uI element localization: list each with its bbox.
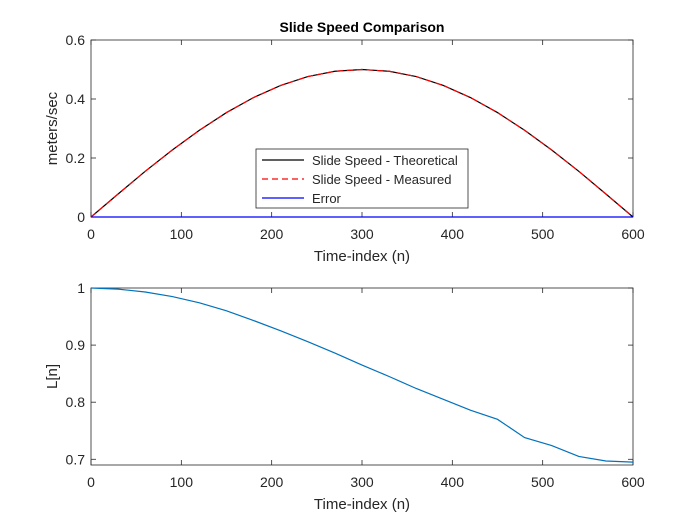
x-tick-label: 400 bbox=[441, 226, 465, 242]
x-tick-label: 500 bbox=[531, 226, 555, 242]
x-tick-label: 400 bbox=[441, 474, 465, 490]
x-tick-label: 200 bbox=[260, 474, 284, 490]
legend-label: Slide Speed - Theoretical bbox=[312, 153, 458, 168]
y-tick-label: 0.9 bbox=[66, 337, 86, 353]
x-tick-label: 100 bbox=[170, 474, 194, 490]
x-tick-label: 600 bbox=[621, 474, 645, 490]
x-tick-label: 100 bbox=[170, 226, 194, 242]
y-tick-label: 0.4 bbox=[66, 91, 86, 107]
y-tick-label: 0.8 bbox=[66, 394, 86, 410]
x-tick-label: 0 bbox=[87, 474, 95, 490]
y-tick-label: 1 bbox=[77, 280, 85, 296]
y-tick-label: 0.6 bbox=[66, 32, 86, 48]
y-tick-label: 0.7 bbox=[66, 451, 86, 467]
y-axis-label: meters/sec bbox=[44, 91, 61, 165]
series-line bbox=[90, 287, 634, 463]
bottom-axes: Time-index (n) L[n] 0 100 200 300 400 500 600 0… bbox=[44, 280, 645, 513]
x-tick-label: 300 bbox=[350, 474, 374, 490]
axes-frame bbox=[90, 287, 634, 466]
x-tick-label: 500 bbox=[531, 474, 555, 490]
x-axis-label: Time-index (n) bbox=[314, 248, 410, 265]
y-tick-label: 0 bbox=[77, 209, 85, 225]
x-tick-label: 300 bbox=[350, 226, 374, 242]
x-tick-label: 600 bbox=[621, 226, 645, 242]
legend-label: Slide Speed - Measured bbox=[312, 172, 451, 187]
chart-title: Slide Speed Comparison bbox=[280, 19, 445, 35]
series-line bbox=[90, 68, 634, 218]
y-tick-label: 0.2 bbox=[66, 150, 86, 166]
legend-label: Error bbox=[312, 191, 342, 206]
top-axes: Slide Speed Comparison Time-index (n) me… bbox=[44, 19, 645, 265]
y-axis-label: L[n] bbox=[44, 364, 61, 389]
x-tick-label: 0 bbox=[87, 226, 95, 242]
x-tick-label: 200 bbox=[260, 226, 284, 242]
x-axis-label: Time-index (n) bbox=[314, 496, 410, 513]
